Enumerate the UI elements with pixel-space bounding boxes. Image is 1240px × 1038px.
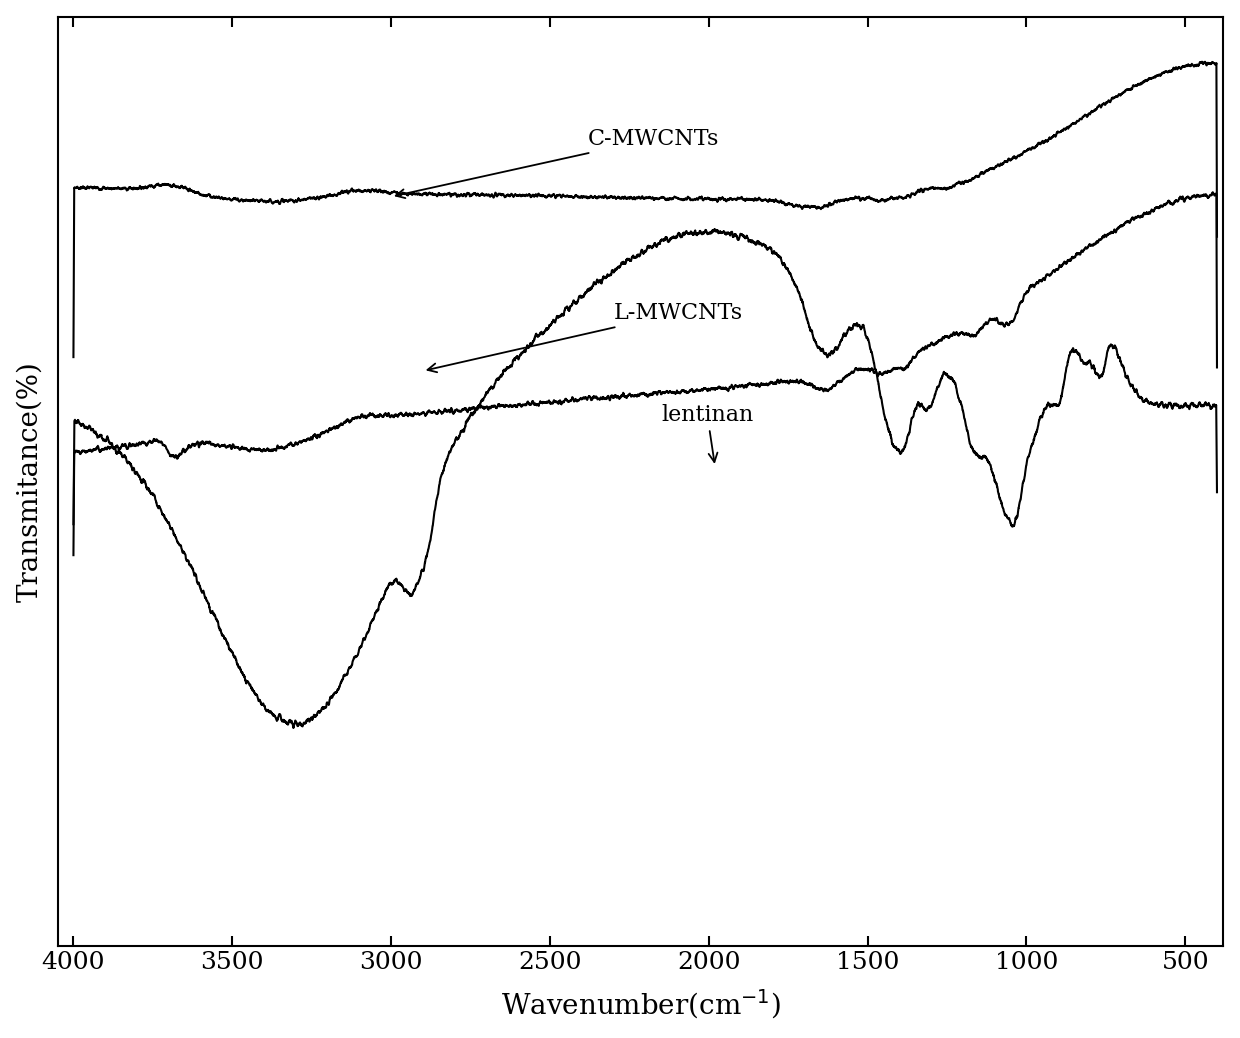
Text: L-MWCNTs: L-MWCNTs bbox=[428, 302, 743, 373]
Y-axis label: Transmitance(%): Transmitance(%) bbox=[16, 361, 43, 602]
Text: C-MWCNTs: C-MWCNTs bbox=[396, 128, 719, 198]
Text: lentinan: lentinan bbox=[661, 404, 754, 462]
X-axis label: Wavenumber(cm$^{-1}$): Wavenumber(cm$^{-1}$) bbox=[501, 988, 780, 1021]
